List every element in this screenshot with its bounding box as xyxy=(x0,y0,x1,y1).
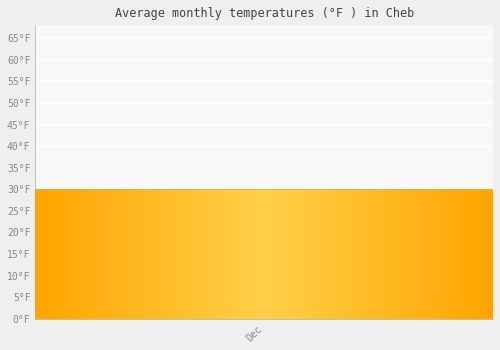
Title: Average monthly temperatures (°F ) in Cheb: Average monthly temperatures (°F ) in Ch… xyxy=(114,7,414,20)
Bar xyxy=(36,189,493,318)
Bar xyxy=(36,189,493,318)
